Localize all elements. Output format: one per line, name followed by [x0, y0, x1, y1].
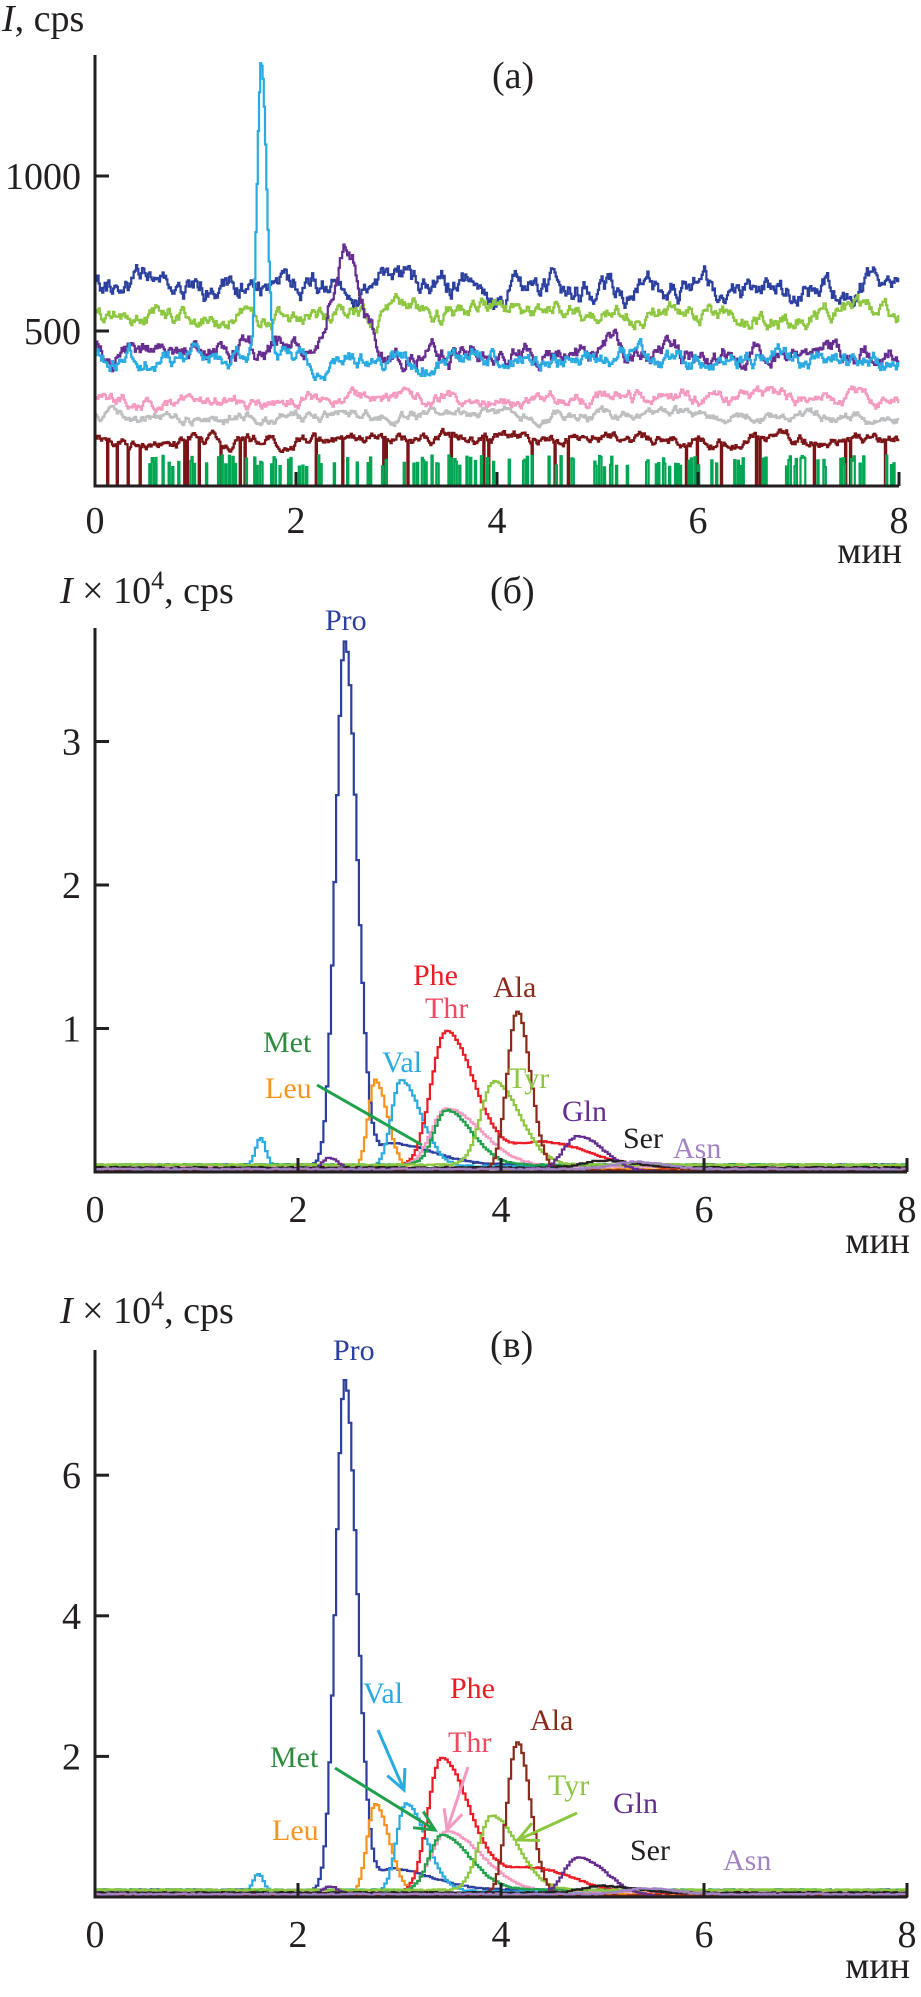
x-tick-label: 6: [695, 1189, 714, 1231]
peak-label-leu: Leu: [265, 1072, 312, 1105]
y-axis-multiplier: × 10: [73, 570, 151, 612]
y-tick-label: 500: [24, 311, 81, 353]
y-tick-label: 3: [62, 722, 81, 764]
arrowhead-icon: [514, 1822, 541, 1842]
y-axis-exponent: 4: [151, 1286, 164, 1315]
x-tick-label: 6: [695, 1914, 714, 1956]
peak-label-tyr: Tyr: [508, 1062, 549, 1095]
y-tick-label: 4: [62, 1596, 81, 1638]
trace-series-7: [95, 427, 900, 488]
arrowhead-icon: [442, 1807, 464, 1834]
peak-label-gln: Gln: [562, 1095, 607, 1128]
peak-label-ala: Ala: [493, 971, 536, 1004]
peak-label-met: Met: [263, 1026, 312, 1059]
panel-label: (a): [492, 55, 534, 97]
arrowhead-icon: [386, 1767, 407, 1794]
y-axis-multiplier: × 10: [73, 1290, 151, 1332]
x-tick-label: 2: [289, 1914, 308, 1956]
annotation-arrow: [376, 1729, 406, 1791]
peak-label-ser: Ser: [623, 1122, 663, 1155]
axes: [93, 55, 899, 488]
x-tick-label: 2: [287, 500, 306, 542]
x-axis-title: мин: [845, 1220, 910, 1262]
peak-label-pro: Pro: [325, 604, 367, 637]
peak-label-pro: Pro: [333, 1334, 375, 1367]
axes: [93, 628, 907, 1174]
annotation-arrow: [445, 1766, 470, 1831]
x-axis-title: мин: [845, 1945, 910, 1987]
trace-series-3: [95, 243, 900, 373]
peak-label-phe: Phe: [450, 1672, 495, 1705]
trace-series-2: [95, 293, 900, 334]
peak-label-leu: Leu: [272, 1814, 319, 1847]
y-tick-label: 1000: [5, 156, 81, 198]
y-axis-exponent: 4: [151, 566, 164, 595]
traces: [95, 1379, 909, 1899]
annotation-arrow: [316, 1083, 423, 1147]
trace-asn: [95, 1887, 907, 1896]
peak-label-ala: Ala: [530, 1704, 573, 1737]
peak-label-phe: Phe: [413, 959, 458, 992]
peak-label-gln: Gln: [613, 1787, 658, 1820]
annotation-arrow: [517, 1811, 578, 1842]
panel-1: 0 2 4 6 8 500 1000 мин I, cps (a): [1, 0, 909, 572]
x-tick-label: 6: [689, 500, 708, 542]
annotation-arrow: [334, 1766, 436, 1832]
x-tick-label: 4: [488, 500, 507, 542]
y-axis-var: I: [59, 570, 75, 612]
peak-label-ser: Ser: [630, 1834, 670, 1867]
peak-label-tyr: Tyr: [548, 1769, 589, 1802]
x-tick-label: 0: [86, 500, 105, 542]
y-tick-label: 6: [62, 1455, 81, 1497]
peak-label-val: Val: [363, 1677, 403, 1710]
arrowhead-icon: [412, 1810, 438, 1832]
peak-label-thr: Thr: [425, 992, 468, 1025]
trace-asn: [95, 1160, 909, 1171]
x-tick-label: 2: [289, 1189, 308, 1231]
peak-label-asn: Asn: [723, 1844, 771, 1877]
peak-label-asn: Asn: [673, 1132, 721, 1165]
y-axis-var: I: [59, 1290, 75, 1332]
y-tick-label: 1: [62, 1009, 81, 1051]
trace-pro: [95, 1379, 909, 1892]
trace-series-5: [95, 385, 900, 413]
x-tick-label: 8: [898, 1914, 917, 1956]
y-axis-var: I: [1, 0, 17, 40]
traces: [95, 62, 900, 488]
x-tick-label: 4: [492, 1914, 511, 1956]
y-axis-unit: , cps: [164, 570, 234, 612]
trace-tyr: [95, 1814, 909, 1892]
x-axis-title: мин: [837, 530, 902, 572]
trace-series-4: [95, 62, 900, 381]
axes: [93, 1350, 907, 1899]
trace-series-1: [95, 264, 900, 310]
y-axis-title: I × 104, cps: [59, 1286, 234, 1332]
x-tick-label: 0: [86, 1914, 105, 1956]
traces: [95, 640, 909, 1174]
panel-label: (б): [490, 570, 535, 612]
y-tick-label: 2: [62, 865, 81, 907]
x-tick-label: 8: [898, 1189, 917, 1231]
peak-label-val: Val: [382, 1046, 422, 1079]
x-tick-label: 0: [86, 1189, 105, 1231]
trace-tyr: [95, 1079, 909, 1167]
y-axis-title: I × 104, cps: [59, 566, 234, 612]
trace-series-6: [95, 404, 900, 429]
y-tick-label: 2: [62, 1736, 81, 1778]
x-tick-label: 4: [492, 1189, 511, 1231]
y-axis-title: I, cps: [1, 0, 84, 40]
panel-label: (в): [490, 1324, 533, 1366]
x-tick-label: 8: [890, 500, 909, 542]
peak-label-thr: Thr: [448, 1726, 491, 1759]
y-axis-unit: , cps: [164, 1290, 234, 1332]
peak-label-met: Met: [270, 1741, 319, 1774]
y-axis-unit: , cps: [15, 0, 85, 40]
